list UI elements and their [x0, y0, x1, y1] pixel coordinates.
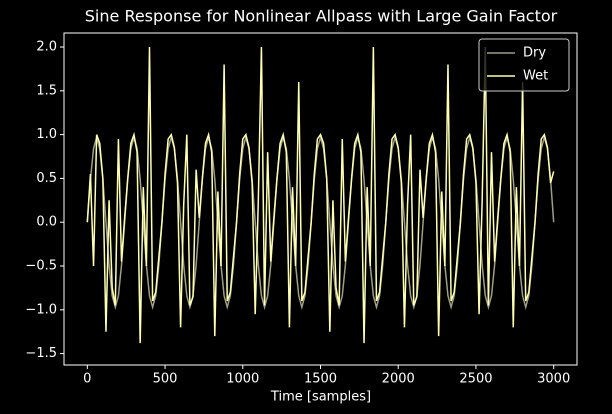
chart-title: Sine Response for Nonlinear Allpass with…: [85, 7, 558, 26]
x-tick-label: 500: [153, 372, 178, 387]
y-tick-label: 0.0: [36, 215, 57, 230]
legend-box: [478, 38, 570, 92]
y-tick-label: −1.5: [25, 346, 57, 361]
y-tick-label: 2.0: [36, 40, 57, 55]
y-tick-label: 1.5: [36, 83, 57, 98]
x-tick-label: 0: [83, 372, 91, 387]
plot-frame: [63, 32, 578, 366]
y-tick-label: −1.0: [25, 302, 57, 317]
x-tick-label: 2500: [459, 372, 492, 387]
x-tick-label: 1500: [304, 372, 337, 387]
line-series: [86, 47, 555, 344]
legend-label: Dry: [523, 46, 546, 61]
x-axis-label: Time [samples]: [270, 390, 371, 405]
y-tick-label: 0.5: [36, 171, 57, 186]
legend-label: Wet: [523, 69, 548, 84]
x-tick-label: 3000: [537, 372, 570, 387]
x-tick-label: 2000: [382, 372, 415, 387]
y-tick-label: 1.0: [36, 127, 57, 142]
x-tick-label: 1000: [226, 372, 259, 387]
y-tick-label: −0.5: [25, 259, 57, 274]
